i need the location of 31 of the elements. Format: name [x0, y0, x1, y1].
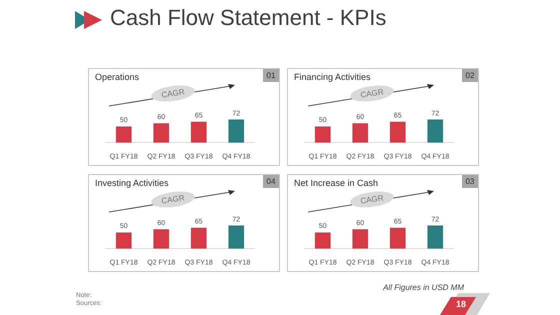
- text: CAGR: [349, 83, 395, 104]
- text: CAGR: [150, 83, 196, 104]
- bar: [314, 232, 331, 249]
- text: 02: [462, 69, 478, 82]
- bar: [116, 126, 132, 143]
- text: 04: [263, 175, 279, 188]
- text: 01: [263, 69, 279, 82]
- bar: [314, 126, 331, 143]
- text: 18: [454, 299, 467, 309]
- text: CAGR: [150, 189, 196, 210]
- bar: [352, 123, 368, 143]
- chart-title: Operations: [95, 72, 140, 82]
- bar: [228, 226, 244, 249]
- bar: [390, 122, 406, 143]
- bar: [153, 229, 170, 249]
- bar: [190, 228, 207, 249]
- bar: [427, 226, 444, 249]
- bar: [427, 120, 444, 143]
- text: All Figures in USD MM: [383, 283, 464, 292]
- bar: [153, 123, 170, 143]
- chart-title: Financing Activities: [294, 72, 371, 82]
- text: Cash Flow Statement - KPIs: [110, 5, 386, 31]
- text: 03: [462, 175, 478, 188]
- bar: [228, 120, 244, 143]
- chart-title: Net Increase in Cash: [294, 178, 378, 188]
- bar: [190, 122, 207, 143]
- bar: [116, 232, 132, 249]
- bar: [352, 229, 368, 249]
- chart-title: Investing Activities: [95, 178, 169, 188]
- bar: [390, 228, 406, 249]
- text: CAGR: [349, 189, 395, 210]
